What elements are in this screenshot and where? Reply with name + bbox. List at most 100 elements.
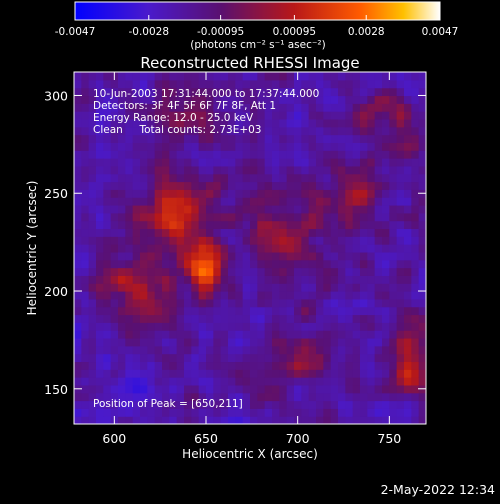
heatmap-cell <box>154 72 163 81</box>
colorbar-tick-label: 0.00095 <box>273 26 316 38</box>
heatmap-cell <box>308 251 317 261</box>
heatmap-cell <box>294 384 302 394</box>
heatmap-cell <box>103 353 112 363</box>
heatmap-cell <box>184 103 192 112</box>
heatmap-cell <box>308 267 317 276</box>
heatmap-cell <box>103 111 112 120</box>
heatmap-cell <box>110 298 119 308</box>
heatmap-cell <box>272 181 280 190</box>
heatmap-cell <box>220 189 229 198</box>
heatmap-cell <box>411 416 420 424</box>
heatmap-cell <box>286 79 295 89</box>
heatmap-cell <box>374 228 383 237</box>
heatmap-cell <box>308 79 317 89</box>
heatmap-cell <box>286 118 295 128</box>
heatmap-cell <box>228 173 236 183</box>
heatmap-cell <box>316 87 324 97</box>
heatmap-cell <box>264 95 273 104</box>
heatmap-cell <box>169 384 178 394</box>
heatmap-cell <box>140 158 148 167</box>
heatmap-cell <box>169 150 178 159</box>
heatmap-cell <box>213 244 222 253</box>
heatmap-cell <box>198 212 207 222</box>
heatmap-cell <box>228 322 236 331</box>
heatmap-cell <box>308 244 317 253</box>
heatmap-cell <box>176 95 185 104</box>
heatmap-cell <box>103 150 112 159</box>
heatmap-cell <box>220 126 229 136</box>
heatmap-cell <box>250 345 258 355</box>
heatmap-cell <box>272 298 280 308</box>
heatmap-cell <box>389 337 398 347</box>
heatmap-cell <box>316 322 324 331</box>
heatmap-cell <box>360 259 368 269</box>
heatmap-cell <box>162 134 170 143</box>
heatmap-cell <box>308 158 317 167</box>
heatmap-cell <box>74 87 82 97</box>
heatmap-cell <box>176 79 185 89</box>
heatmap-cell <box>396 361 405 370</box>
heatmap-cell <box>345 314 354 323</box>
heatmap-cell <box>235 353 244 363</box>
heatmap-cell <box>103 259 112 269</box>
heatmap-cell <box>88 142 97 151</box>
heatmap-cell <box>191 322 200 331</box>
heatmap-cell <box>96 369 104 378</box>
heatmap-cell <box>257 283 266 292</box>
heatmap-cell <box>154 361 163 370</box>
heatmap-cell <box>220 142 229 151</box>
heatmap-cell <box>286 353 295 363</box>
heatmap-cell <box>257 87 266 97</box>
heatmap-cell <box>88 220 97 230</box>
heatmap-cell <box>272 165 280 175</box>
heatmap-cell <box>360 212 368 222</box>
heatmap-cell <box>154 197 163 206</box>
heatmap-cell <box>389 345 398 355</box>
heatmap-cell <box>374 345 383 355</box>
heatmap-cell <box>191 259 200 269</box>
heatmap-cell <box>125 212 134 222</box>
heatmap-cell <box>220 353 229 363</box>
heatmap-cell <box>162 408 170 417</box>
heatmap-cell <box>103 103 112 112</box>
heatmap-cell <box>154 111 163 120</box>
heatmap-cell <box>323 291 332 300</box>
heatmap-cell <box>330 197 339 206</box>
heatmap-cell <box>338 118 346 128</box>
heatmap-cell <box>125 408 134 417</box>
heatmap-cell <box>169 392 178 402</box>
heatmap-cell <box>169 103 178 112</box>
heatmap-cell <box>301 165 310 175</box>
heatmap-cell <box>132 353 141 363</box>
heatmap-cell <box>389 322 398 331</box>
heatmap-cell <box>88 134 97 143</box>
heatmap-cell <box>162 298 170 308</box>
heatmap-cell <box>154 369 163 378</box>
heatmap-cell <box>88 291 97 300</box>
heatmap-cell <box>374 377 383 386</box>
heatmap-cell <box>176 298 185 308</box>
heatmap-cell <box>176 126 185 136</box>
heatmap-cell <box>74 236 82 245</box>
heatmap-cell <box>264 228 273 237</box>
heatmap-cell <box>294 275 302 284</box>
heatmap-cell <box>316 103 324 112</box>
heatmap-cell <box>382 165 390 175</box>
heatmap-cell <box>132 408 141 417</box>
heatmap-cell <box>418 126 426 136</box>
heatmap-cell <box>389 72 398 81</box>
heatmap-cell <box>418 353 426 363</box>
heatmap-cell <box>345 87 354 97</box>
heatmap-cell <box>404 118 412 128</box>
heatmap-cell <box>132 369 141 378</box>
heatmap-cell <box>81 384 90 394</box>
annotation-energy-range: Energy Range: 12.0 - 25.0 keV <box>93 112 254 124</box>
heatmap-cell <box>367 361 376 370</box>
heatmap-cell <box>74 322 82 331</box>
heatmap-cell <box>162 197 170 206</box>
heatmap-cell <box>242 345 251 355</box>
heatmap-cell <box>250 111 258 120</box>
heatmap-cell <box>374 330 383 339</box>
heatmap-cell <box>162 283 170 292</box>
heatmap-cell <box>418 158 426 167</box>
